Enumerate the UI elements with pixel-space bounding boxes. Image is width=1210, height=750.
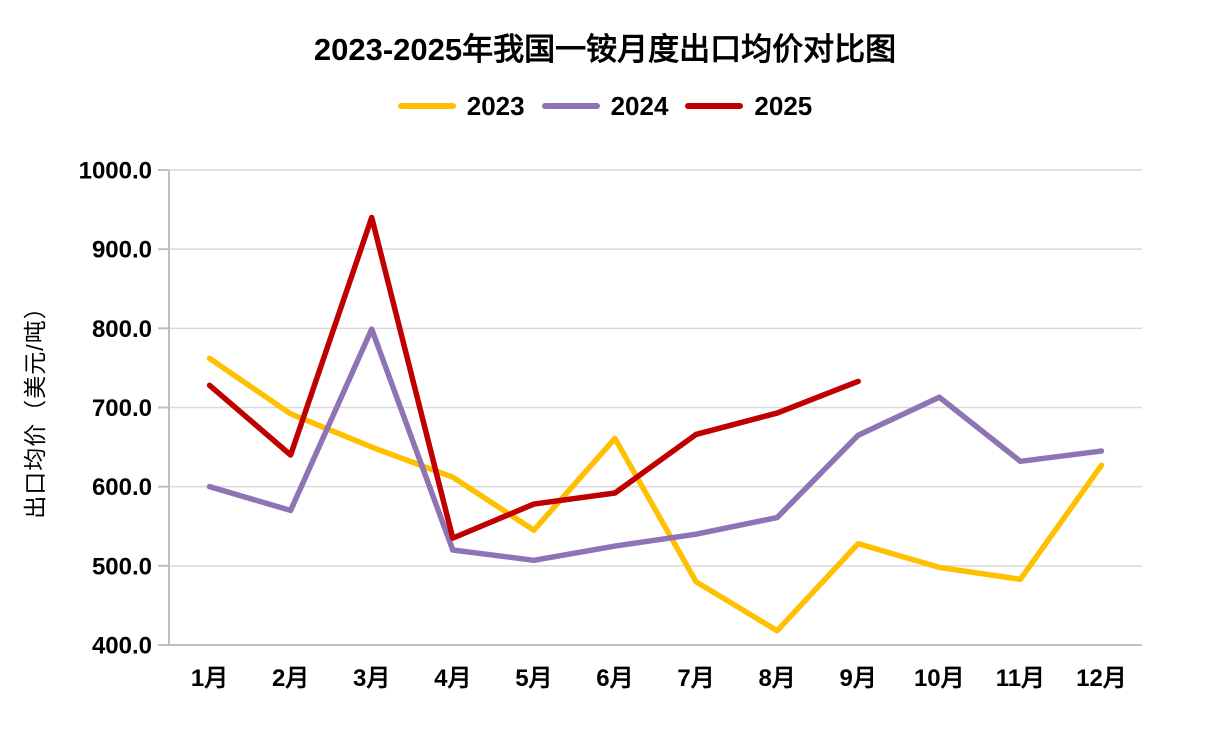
series-line-2025	[206, 214, 861, 541]
x-tick-label-2: 2月	[272, 665, 309, 692]
y-tick-label-1000: 1000.0	[79, 158, 152, 185]
y-tick-label-400: 400.0	[92, 633, 152, 660]
x-tick-label-10: 10月	[914, 665, 965, 692]
x-tick-label-6: 6月	[596, 665, 633, 692]
legend-item-2024: 2024	[541, 91, 669, 121]
legend-item-2025: 2025	[685, 93, 812, 119]
legend-swatch-2024	[541, 103, 600, 109]
legend-swatch-2025	[685, 103, 744, 109]
x-tick-label-4: 4月	[434, 665, 471, 692]
x-tick-label-1: 1月	[191, 665, 228, 692]
legend-label-2024: 2024	[610, 91, 669, 121]
legend-item-2023: 2023	[397, 91, 525, 121]
x-tick-label-7: 7月	[677, 665, 714, 692]
legend-label-2023: 2023	[466, 91, 525, 121]
y-tick-label-800: 800.0	[92, 316, 152, 343]
series-line-2024	[206, 326, 1105, 564]
chart-legend: 2023 2024 2025	[0, 93, 1210, 119]
y-tick-label-500: 500.0	[92, 553, 152, 580]
legend-swatch-2023	[397, 103, 456, 109]
x-tick-label-8: 8月	[758, 665, 795, 692]
x-tick-label-3: 3月	[353, 665, 390, 692]
legend-label-2025: 2025	[754, 91, 813, 121]
x-tick-label-11: 11月	[996, 665, 1045, 692]
y-tick-label-900: 900.0	[92, 237, 152, 264]
x-tick-label-9: 9月	[840, 665, 877, 692]
x-tick-label-5: 5月	[515, 665, 552, 692]
y-tick-label-600: 600.0	[92, 474, 152, 501]
series-line-2023	[206, 355, 1105, 634]
chart-title: 2023-2025年我国一铵月度出口均价对比图	[313, 32, 897, 67]
y-tick-label-700: 700.0	[92, 395, 152, 422]
x-tick-label-12: 12月	[1076, 665, 1127, 692]
